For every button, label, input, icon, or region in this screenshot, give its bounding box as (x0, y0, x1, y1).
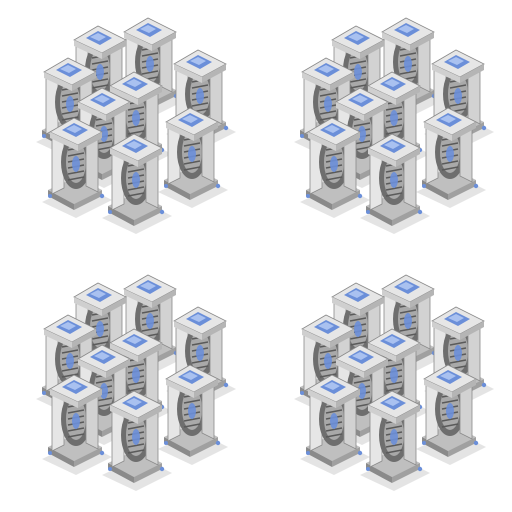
wheel-unit (158, 364, 228, 465)
wheel-unit (360, 390, 430, 491)
wheel-unit (102, 390, 172, 491)
wheel-unit (102, 133, 172, 234)
wheel-cluster-4 (294, 274, 494, 491)
wheel-unit (416, 364, 486, 465)
sprite-frame-3 (0, 256, 256, 512)
wheel-unit (300, 117, 370, 218)
sprite-frame-4 (256, 256, 512, 512)
wheel-unit (158, 107, 228, 208)
wheel-unit (360, 133, 430, 234)
sprite-frame-2 (256, 0, 512, 256)
sprite-frame-1 (0, 0, 256, 256)
wheel-cluster-3 (36, 274, 236, 491)
wheel-unit (300, 374, 370, 475)
wheel-cluster-2 (294, 17, 494, 234)
wheel-unit (42, 374, 112, 475)
wheel-unit (416, 107, 486, 208)
wheel-unit (42, 117, 112, 218)
wheel-cluster-1 (36, 17, 236, 234)
